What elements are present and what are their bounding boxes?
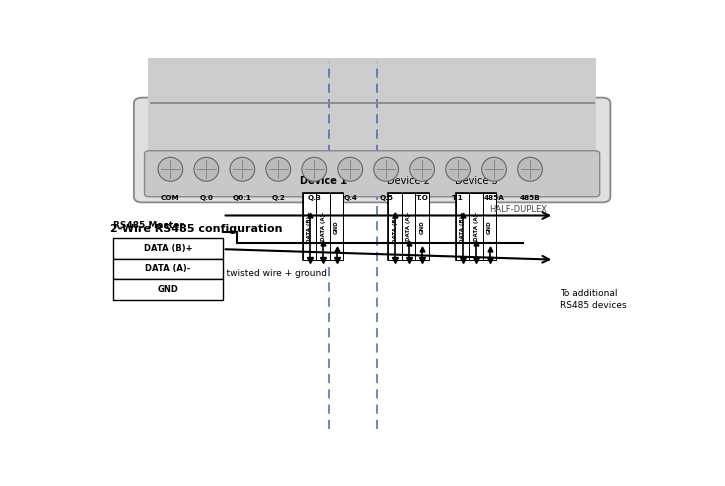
- Ellipse shape: [374, 157, 399, 181]
- Text: DATA (B)+: DATA (B)+: [307, 211, 312, 243]
- Text: GND: GND: [157, 285, 178, 294]
- Bar: [113, 259, 223, 279]
- Ellipse shape: [338, 157, 362, 181]
- Text: Q0.1: Q0.1: [233, 195, 252, 201]
- Text: DATA (B)+: DATA (B)+: [393, 211, 397, 243]
- Ellipse shape: [230, 157, 254, 181]
- Text: DATA (A)-: DATA (A)-: [145, 264, 191, 273]
- FancyBboxPatch shape: [144, 151, 600, 197]
- Ellipse shape: [481, 157, 506, 181]
- Ellipse shape: [410, 157, 434, 181]
- Bar: [402, 193, 415, 260]
- Text: Q.2: Q.2: [271, 195, 285, 201]
- Bar: [113, 279, 223, 300]
- Text: Q.4: Q.4: [343, 195, 357, 201]
- Ellipse shape: [158, 157, 183, 181]
- Text: HALF-DUPLEX: HALF-DUPLEX: [489, 205, 547, 214]
- Text: 2-Wire RS485 configuration: 2-Wire RS485 configuration: [110, 224, 283, 234]
- Ellipse shape: [266, 157, 291, 181]
- Text: DATA (A)-: DATA (A)-: [320, 212, 326, 242]
- Text: To additional
RS485 devices: To additional RS485 devices: [560, 289, 626, 311]
- Text: DATA (B)+: DATA (B)+: [144, 244, 192, 253]
- Text: COM: COM: [161, 195, 180, 201]
- Text: 485B: 485B: [520, 195, 540, 201]
- Ellipse shape: [194, 157, 219, 181]
- Ellipse shape: [446, 157, 471, 181]
- Bar: [148, 58, 596, 152]
- Text: Device 3: Device 3: [455, 175, 497, 186]
- Text: Q.3: Q.3: [307, 195, 321, 201]
- Text: Q.5: Q.5: [379, 195, 393, 201]
- Ellipse shape: [518, 157, 542, 181]
- Bar: [469, 193, 483, 260]
- Ellipse shape: [302, 157, 326, 181]
- Bar: [113, 238, 223, 259]
- Text: Q.0: Q.0: [199, 195, 213, 201]
- Text: DATA (A)-: DATA (A)-: [406, 212, 411, 242]
- Text: GND: GND: [334, 220, 339, 234]
- Bar: [415, 193, 429, 260]
- Bar: [389, 193, 429, 260]
- Bar: [303, 193, 344, 260]
- Text: 485A: 485A: [484, 195, 505, 201]
- Text: RS485 Master: RS485 Master: [113, 222, 184, 230]
- Text: Device 1: Device 1: [299, 175, 347, 186]
- Text: T.O: T.O: [415, 195, 428, 201]
- Bar: [389, 193, 402, 260]
- FancyBboxPatch shape: [134, 98, 610, 202]
- Text: Device 2: Device 2: [387, 175, 430, 186]
- Bar: [456, 193, 469, 260]
- Bar: [456, 193, 497, 260]
- Text: GND: GND: [420, 220, 425, 234]
- Bar: [317, 193, 330, 260]
- Bar: [330, 193, 344, 260]
- Text: GND: GND: [487, 220, 492, 234]
- Text: T.1: T.1: [452, 195, 464, 201]
- Bar: [303, 193, 317, 260]
- Text: DATA (A)-: DATA (A)-: [473, 212, 478, 242]
- Text: DATA (B)+: DATA (B)+: [460, 211, 465, 243]
- Text: 1-pair twisted wire + ground: 1-pair twisted wire + ground: [197, 269, 328, 278]
- Bar: [483, 193, 497, 260]
